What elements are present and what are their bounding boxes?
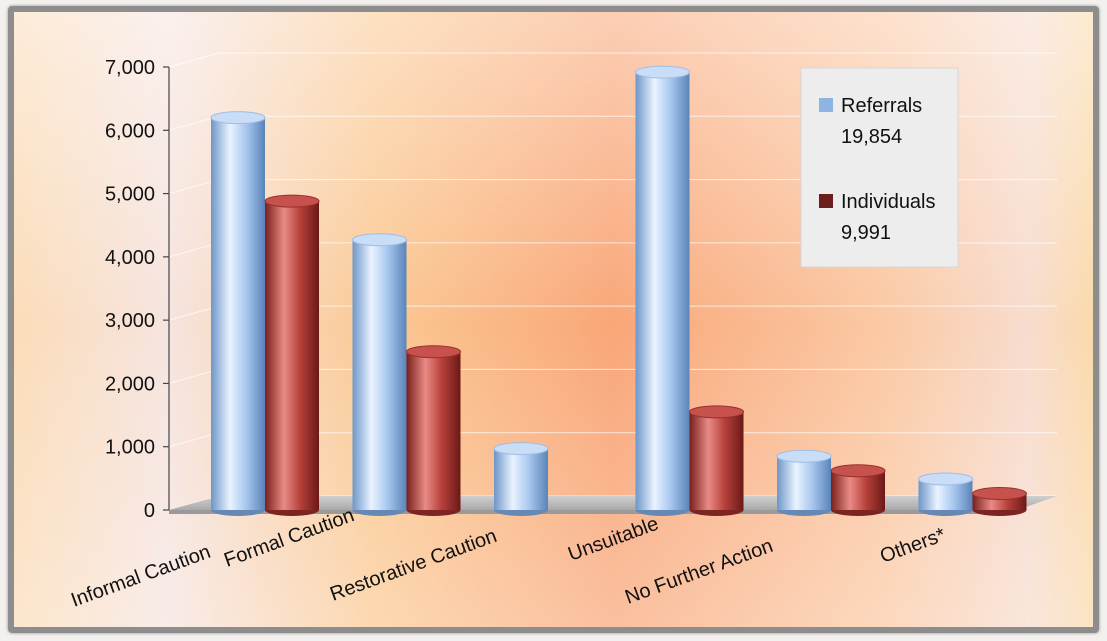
legend-swatch [819,98,833,112]
y-tick-label: 7,000 [105,57,155,79]
y-tick-label: 4,000 [105,247,155,269]
y-tick-label: 6,000 [105,120,155,142]
legend-series-name: Individuals [841,191,936,213]
bar-body [689,411,744,510]
bar-top [352,233,407,247]
y-tick-label: 2,000 [105,373,155,395]
bar-top [264,194,320,208]
gridline-depth [168,179,220,195]
chart-canvas: 01,0002,0003,0004,0005,0006,0007,000Info… [14,12,1093,627]
bar [635,65,690,516]
legend-series-total: 9,991 [841,222,891,244]
gridline-depth [168,52,220,68]
bar-body [831,470,885,510]
bar [493,442,549,516]
bar-top [830,464,886,478]
y-tick-label: 3,000 [105,310,155,332]
bar-body [777,456,831,510]
bar-body [352,239,407,510]
gridline-depth [168,242,220,258]
bar-body [211,117,265,510]
bar-top [972,487,1027,501]
bar [918,472,973,516]
y-tick-label: 1,000 [105,437,155,459]
legend-swatch [819,194,833,208]
legend-series-total: 19,854 [841,126,902,148]
bar-top [406,345,461,359]
gridline-depth [168,368,220,384]
y-tick-label: 0 [144,500,155,522]
bar-top [689,405,744,419]
bar [689,405,744,516]
bar-top [493,442,549,456]
bar-top [918,472,973,486]
bar [406,345,461,516]
legend-series-name: Referrals [841,95,922,117]
bar [776,449,832,516]
gridline-depth [168,115,220,131]
chart-frame: 0 1,000 2,000 3,000 4,000 5,000 6,000 7,000 Info… [8,6,1099,633]
gridline-depth [168,432,220,448]
bar-top [635,65,690,79]
bar-body [635,72,690,510]
y-tick-label: 5,000 [105,184,155,206]
bar-body [494,448,548,510]
bar-top [776,449,832,463]
bar [972,487,1027,516]
bar-top [210,111,266,125]
bar-body [265,201,319,510]
bar [830,464,886,516]
bar [210,111,266,516]
gridline-depth [168,305,220,321]
bar [264,194,320,516]
bar-body [406,351,461,510]
bar [352,233,407,516]
